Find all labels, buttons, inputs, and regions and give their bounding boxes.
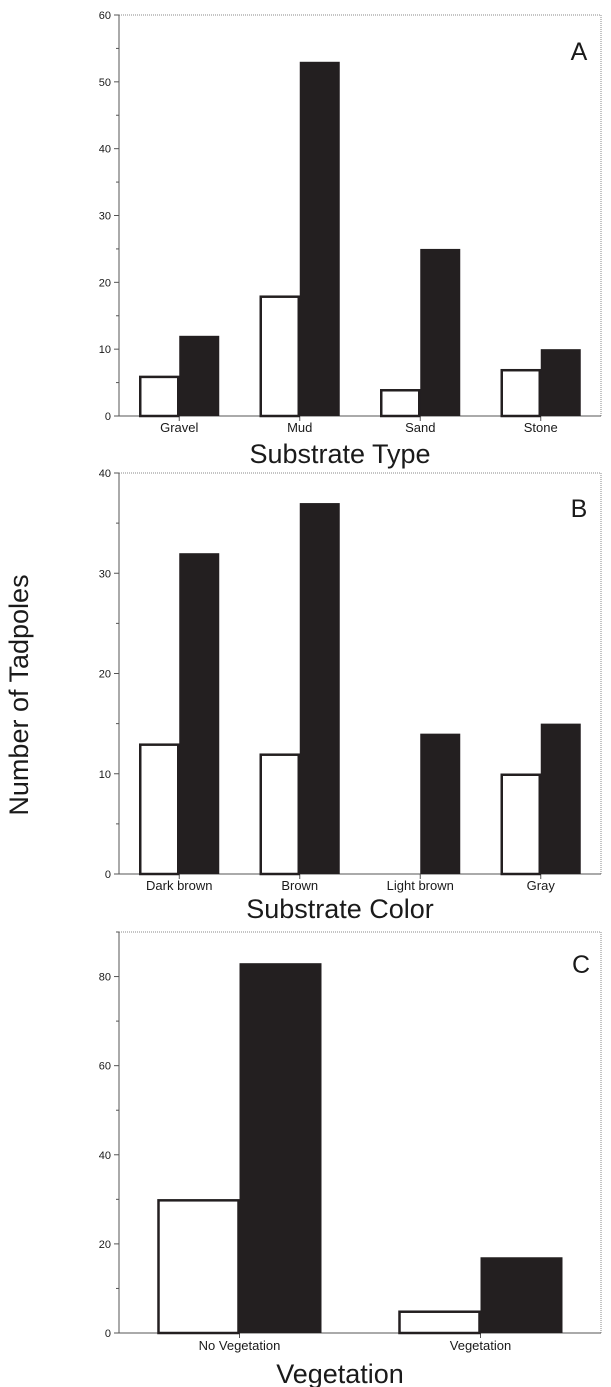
panel-c-letter: C [572, 951, 590, 979]
panel-c-y-tick-label: 40 [99, 1150, 111, 1162]
panel-a-category-label: Stone [524, 420, 558, 435]
panel-a-bar-filled [179, 335, 220, 416]
panel-a-category-label: Sand [405, 420, 435, 435]
panel-b-y-tick-label: 30 [99, 568, 111, 580]
chart-panels: 0 10 20 30 40 50 60 Gravel Mud Sand Stone Substrate… [99, 10, 602, 1387]
panel-c-category-label: No Vegetation [199, 1338, 281, 1353]
panel-c-bar-open [157, 1199, 240, 1335]
panel-b-category-label: Gray [527, 878, 556, 893]
panel-b-bar-filled [179, 553, 220, 874]
panel-c-bar-filled [239, 963, 322, 1333]
panel-a-letter: A [571, 38, 588, 66]
panel-c-y-tick-label: 60 [99, 1061, 111, 1073]
panel-c: 0 20 40 60 80 No Vegetation Vegetation Vegetati… [99, 931, 602, 1387]
panel-a-y-tick-label: 50 [99, 77, 111, 89]
panel-c-y-tick-label: 20 [99, 1239, 111, 1251]
panel-a-y-tick-label: 40 [99, 144, 111, 156]
panel-a-bar-open [500, 368, 541, 418]
panel-b: 0 10 20 30 40 Dark brown Brown Light brown Gray S… [99, 468, 602, 924]
panel-a-category-label: Gravel [160, 420, 198, 435]
panel-a-bar-open [139, 375, 180, 418]
panel-c-y-tick-label: 80 [99, 972, 111, 984]
panel-a-bar-open [259, 295, 300, 418]
panel-b-category-label: Brown [281, 878, 318, 893]
panel-b-bar-filled [420, 733, 461, 874]
panel-c-bar-filled [480, 1257, 563, 1333]
panel-a-bar-filled [540, 349, 581, 416]
panel-a-y-tick-label: 0 [105, 411, 111, 423]
panel-a-y-tick-label: 10 [99, 344, 111, 356]
panel-c-bar-open [398, 1310, 481, 1335]
panel-a-x-axis-title: Substrate Type [249, 439, 430, 469]
panel-a-bar-filled [420, 248, 461, 416]
panel-b-bar-filled [299, 503, 340, 874]
panel-a-bar-open [380, 389, 421, 418]
panel-a-y-tick-label: 30 [99, 211, 111, 223]
panel-c-y-tick-label: 0 [105, 1328, 111, 1340]
panel-a-bar-filled [299, 61, 340, 417]
panel-c-category-label: Vegetation [450, 1338, 511, 1353]
panel-a-category-label: Mud [287, 420, 312, 435]
panel-b-letter: B [571, 495, 588, 523]
panel-b-category-label: Dark brown [146, 878, 212, 893]
panel-b-y-tick-label: 0 [105, 869, 111, 881]
panel-a: 0 10 20 30 40 50 60 Gravel Mud Sand Stone Substrate… [99, 10, 602, 469]
panel-a-y-tick-label: 60 [99, 10, 111, 22]
panel-b-x-axis-title: Substrate Color [246, 894, 434, 924]
panel-b-bar-open [139, 743, 180, 876]
panel-b-y-tick-label: 10 [99, 769, 111, 781]
shared-y-axis-label: Number of Tadpoles [4, 574, 34, 815]
panel-b-y-tick-label: 20 [99, 669, 111, 681]
panel-c-x-axis-title: Vegetation [276, 1359, 404, 1387]
panel-a-y-tick-label: 20 [99, 277, 111, 289]
panel-b-bar-open [500, 773, 541, 876]
panel-b-bar-open [259, 753, 300, 876]
panel-b-y-tick-label: 40 [99, 468, 111, 480]
panel-b-bar-filled [540, 723, 581, 874]
panel-b-category-label: Light brown [387, 878, 454, 893]
